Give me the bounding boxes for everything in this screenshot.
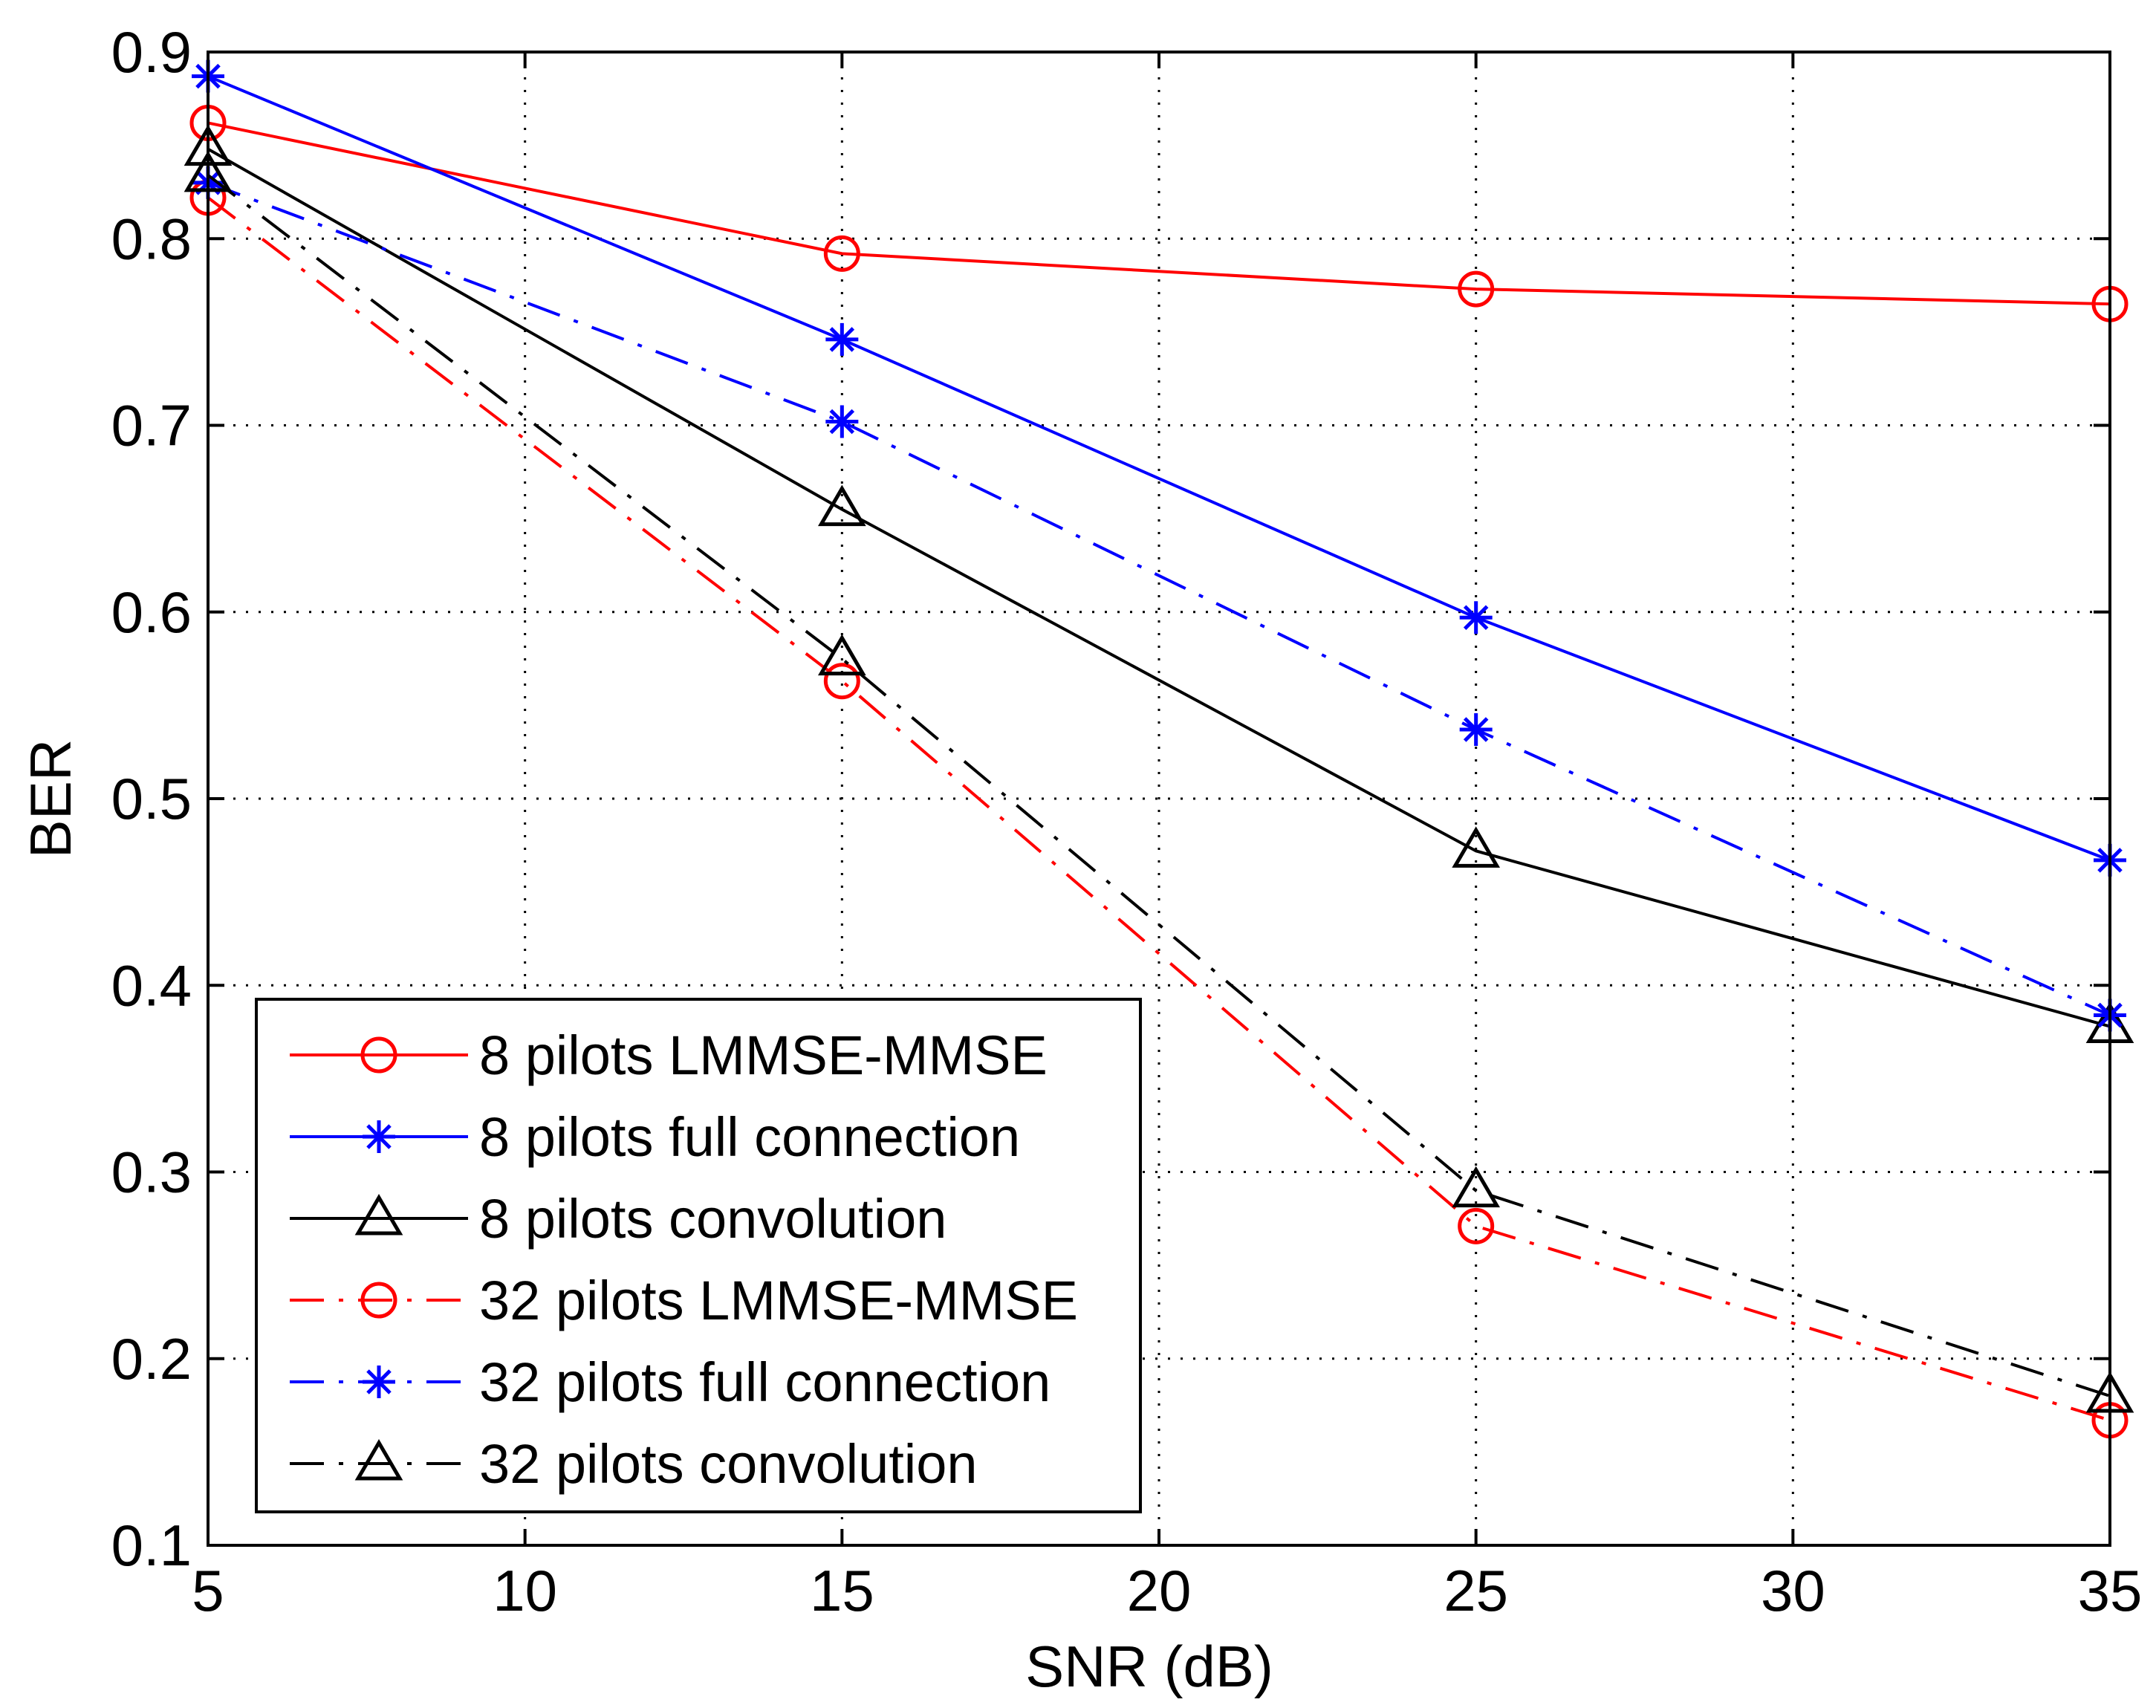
legend-swatch-marker — [363, 1120, 395, 1153]
circle-marker — [823, 663, 860, 700]
y-tick-label: 0.1 — [111, 1513, 192, 1578]
x-tick-label: 30 — [1761, 1558, 1825, 1623]
data-point — [1459, 713, 1493, 747]
y-tick-label: 0.4 — [111, 952, 192, 1018]
series-line — [207, 74, 2111, 862]
legend-label: 32 pilots LMMSE-MMSE — [479, 1270, 1078, 1331]
y-tick-label: 0.7 — [111, 393, 192, 458]
legend-label: 8 pilots LMMSE-MMSE — [479, 1025, 1048, 1086]
y-tick-label: 0.6 — [111, 579, 192, 645]
x-tick-label: 5 — [192, 1558, 224, 1623]
series-group — [184, 59, 2134, 1439]
y-tick-label: 0.5 — [111, 766, 192, 831]
star-stroke — [366, 1369, 392, 1394]
legend-label: 8 pilots full connection — [479, 1106, 1020, 1168]
triangle-marker — [817, 634, 866, 676]
data-point — [1458, 1207, 1495, 1244]
triangle-marker — [1452, 1166, 1501, 1208]
series-line — [207, 147, 2111, 1028]
legend-item: 32 pilots convolution — [290, 1433, 978, 1495]
circle-marker — [1458, 270, 1495, 308]
legend-item: 8 pilots LMMSE-MMSE — [290, 1025, 1048, 1086]
legend-swatch-marker — [360, 1282, 397, 1319]
ticks: 5 10 15 20 25 30 35 0.1 0.2 0.3 0.4 0.5 0.6 0.7 0.8 0.9 — [111, 19, 2143, 1623]
data-point — [817, 484, 866, 527]
legend-item: 8 pilots full connection — [290, 1106, 1020, 1168]
legend-item: 32 pilots full connection — [290, 1351, 1051, 1413]
y-tick-label: 0.8 — [111, 206, 192, 271]
data-point — [825, 322, 859, 356]
legend-item: 32 pilots LMMSE-MMSE — [290, 1270, 1078, 1331]
data-point — [1459, 601, 1493, 634]
legend-box — [255, 998, 1142, 1513]
series-1 — [189, 104, 2129, 322]
x-tick-label: 25 — [1444, 1558, 1508, 1623]
data-point — [817, 634, 866, 676]
triangle-marker — [354, 1194, 403, 1235]
star-stroke — [1463, 605, 1489, 631]
x-tick-label: 10 — [493, 1558, 557, 1623]
star-stroke — [1463, 717, 1489, 742]
legend-label: 8 pilots convolution — [479, 1188, 947, 1250]
data-point — [825, 405, 859, 438]
legend-label: 32 pilots convolution — [479, 1433, 978, 1495]
data-point — [1452, 1166, 1501, 1208]
star-stroke — [366, 1124, 392, 1149]
data-point — [1452, 826, 1501, 868]
legend-label: 32 pilots full connection — [479, 1351, 1051, 1413]
legend-swatch-marker — [354, 1194, 403, 1235]
legend-swatch-marker — [354, 1439, 403, 1481]
data-point — [1458, 270, 1495, 308]
star-stroke — [829, 409, 855, 435]
y-tick-label: 0.3 — [111, 1140, 192, 1205]
circle-marker — [1458, 1207, 1495, 1244]
legend: 8 pilots LMMSE-MMSE 8 pilots full connect… — [255, 998, 1142, 1513]
x-tick-label: 15 — [810, 1558, 874, 1623]
series-line — [207, 121, 2111, 306]
legend-swatch-marker — [360, 1036, 397, 1074]
circle-marker — [360, 1036, 397, 1074]
triangle-marker — [1452, 826, 1501, 868]
star-stroke — [829, 327, 855, 352]
series-line — [207, 174, 2111, 1397]
legend-item: 8 pilots convolution — [290, 1188, 947, 1250]
circle-marker — [360, 1282, 397, 1319]
y-tick-label: 0.2 — [111, 1326, 192, 1392]
triangle-marker — [817, 484, 866, 527]
x-tick-label: 35 — [2078, 1558, 2143, 1623]
data-point — [823, 663, 860, 700]
circle-marker — [823, 235, 860, 272]
y-tick-label: 0.9 — [111, 19, 192, 85]
series-line — [207, 196, 2111, 1422]
x-axis-label: SNR (dB) — [1025, 1634, 1273, 1699]
triangle-marker — [354, 1439, 403, 1481]
x-tick-label: 20 — [1127, 1558, 1192, 1623]
y-axis-label: BER — [18, 739, 83, 858]
legend-swatch-marker — [363, 1366, 395, 1398]
data-point — [823, 235, 860, 272]
series-line — [207, 181, 2111, 1017]
